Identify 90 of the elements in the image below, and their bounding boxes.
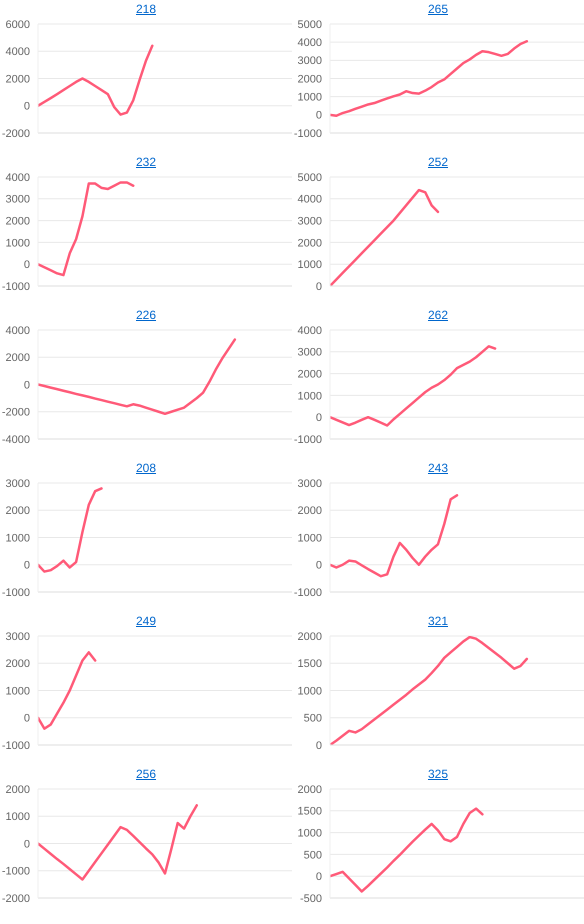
y-tick-label: 0	[24, 560, 30, 572]
y-tick-label: 1000	[6, 811, 30, 824]
y-tick-label: 4000	[6, 46, 30, 58]
y-tick-label: 1000	[298, 259, 322, 272]
y-tick-label: -2000	[2, 406, 30, 419]
chart-title: 232	[136, 155, 156, 169]
y-tick-label: 0	[24, 838, 30, 850]
y-tick-label: 1000	[298, 828, 322, 840]
y-tick-label: 2000	[6, 216, 30, 228]
line-series	[330, 188, 440, 286]
y-tick-label: 0	[316, 560, 322, 572]
chart-title: 226	[136, 308, 156, 322]
y-tick-label: 1000	[6, 532, 30, 544]
y-tick-label: 0	[24, 259, 30, 272]
y-tick-label: 500	[304, 712, 322, 725]
y-tick-label: 0	[316, 740, 322, 752]
y-tick-label: 2000	[298, 237, 322, 250]
y-tick-label: 3000	[298, 216, 322, 228]
y-tick-label: 3000	[298, 55, 322, 68]
y-tick-label: -4000	[2, 434, 30, 446]
y-tick-label: 1000	[6, 685, 30, 698]
y-tick-label: 2000	[6, 505, 30, 518]
y-tick-label: 4000	[298, 37, 322, 50]
y-tick-label: -1000	[2, 280, 30, 293]
line-series	[330, 40, 528, 117]
y-tick-label: 3000	[298, 346, 322, 359]
y-tick-label: -1000	[2, 586, 30, 599]
line-series	[38, 651, 96, 730]
y-tick-label: 1000	[298, 390, 322, 402]
chart-title: 243	[428, 461, 448, 475]
y-tick-label: 1000	[6, 237, 30, 250]
y-tick-label: 0	[24, 100, 30, 113]
y-tick-label: 2000	[298, 505, 322, 518]
y-tick-label: -1000	[294, 434, 322, 446]
y-tick-label: 0	[316, 280, 322, 293]
y-tick-label: 1000	[298, 532, 322, 544]
y-tick-label: 5000	[298, 18, 322, 31]
y-tick-label: 2000	[6, 73, 30, 86]
y-tick-label: -2000	[2, 128, 30, 140]
y-tick-label: -1000	[2, 866, 30, 878]
y-tick-label: 4000	[6, 324, 30, 337]
line-series	[38, 338, 236, 416]
y-tick-label: 0	[316, 871, 322, 884]
line-series	[38, 44, 154, 116]
chart-title: 262	[428, 308, 448, 322]
line-series	[38, 804, 198, 881]
y-tick-label: -500	[300, 892, 322, 905]
y-tick-label: 4000	[6, 172, 30, 184]
line-series	[330, 807, 484, 893]
chart-title: 252	[428, 155, 448, 169]
y-tick-label: -2000	[2, 892, 30, 905]
line-series	[38, 181, 134, 276]
chart-title: 256	[136, 767, 156, 781]
y-tick-label: 5000	[298, 172, 322, 184]
line-series	[330, 494, 458, 578]
y-tick-label: -1000	[294, 586, 322, 599]
y-tick-label: 1000	[298, 685, 322, 698]
chart-title: 218	[136, 2, 156, 16]
y-tick-label: 2000	[6, 658, 30, 670]
line-series	[330, 345, 496, 427]
chart-title: 208	[136, 461, 156, 475]
y-tick-label: 4000	[298, 194, 322, 206]
y-tick-label: -1000	[2, 740, 30, 752]
y-tick-label: 6000	[6, 18, 30, 31]
chart-title: 321	[428, 614, 448, 628]
y-tick-label: 0	[24, 712, 30, 725]
y-tick-label: 2000	[298, 368, 322, 381]
y-tick-label: 4000	[298, 324, 322, 337]
y-tick-label: 2000	[6, 352, 30, 364]
y-tick-label: 500	[304, 849, 322, 862]
chart-title: 325	[428, 767, 448, 781]
y-tick-label: 3000	[6, 194, 30, 206]
y-tick-label: -1000	[294, 128, 322, 140]
y-tick-label: 2000	[298, 73, 322, 86]
y-tick-label: 1000	[298, 92, 322, 104]
line-series	[38, 487, 103, 573]
line-series	[330, 636, 528, 745]
y-tick-label: 1500	[298, 658, 322, 670]
y-tick-label: 2000	[298, 630, 322, 643]
y-tick-label: 0	[24, 379, 30, 392]
y-tick-label: 1500	[298, 806, 322, 818]
y-tick-label: 0	[316, 412, 322, 424]
chart-title: 249	[136, 614, 156, 628]
y-tick-label: 3000	[6, 630, 30, 643]
y-tick-label: 0	[316, 110, 322, 122]
y-tick-label: 3000	[298, 478, 322, 490]
y-tick-label: 2000	[298, 784, 322, 796]
chart-title: 265	[428, 2, 448, 16]
y-tick-label: 3000	[6, 478, 30, 490]
y-tick-label: 2000	[6, 784, 30, 796]
